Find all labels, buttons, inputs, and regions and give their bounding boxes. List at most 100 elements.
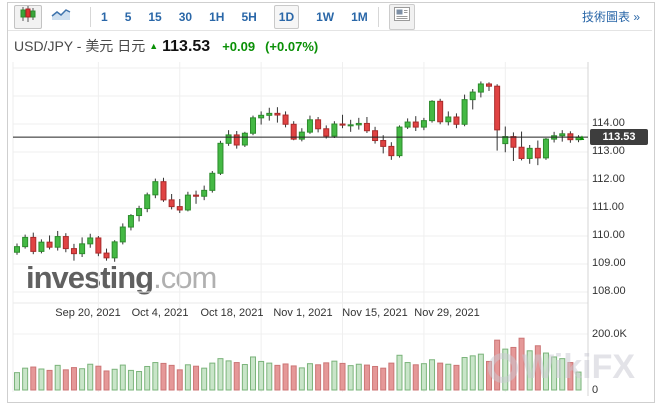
- volume-bar: [111, 368, 118, 391]
- volume-bar: [144, 365, 151, 391]
- volume-bar: [298, 367, 305, 391]
- volume-bar: [209, 362, 216, 391]
- candle: [510, 136, 517, 148]
- volume-bar: [461, 357, 468, 391]
- candle: [127, 215, 134, 228]
- candle: [404, 121, 411, 128]
- candlestick-chart-button[interactable]: [14, 4, 42, 29]
- toolbar-separator: [377, 6, 379, 27]
- candle: [266, 112, 273, 116]
- candle: [119, 226, 126, 243]
- candle: [559, 133, 566, 137]
- candle: [396, 126, 403, 157]
- volume-bar: [453, 364, 460, 391]
- volume-bar: [46, 369, 53, 391]
- volume-bar: [217, 358, 224, 391]
- line-chart-icon: [51, 7, 71, 26]
- candle: [542, 138, 549, 159]
- volume-bar: [193, 365, 200, 391]
- candle: [298, 131, 305, 140]
- candle: [429, 100, 436, 122]
- date-axis-label: Oct 4, 2021: [131, 307, 189, 319]
- price-axis-label: 112.00: [592, 173, 625, 185]
- candle: [79, 243, 86, 255]
- candle: [315, 119, 322, 130]
- toolbar-separator: [90, 6, 91, 27]
- candle: [445, 116, 452, 123]
- price-axis-label: 108.00: [592, 285, 626, 297]
- candle: [233, 134, 240, 146]
- symbol-title: USD/JPY - 美元 日元: [14, 38, 146, 54]
- timeframe-1[interactable]: 1: [101, 9, 108, 24]
- last-price-badge: 113.53: [590, 129, 648, 146]
- volume-bar: [542, 352, 549, 391]
- volume-bar: [575, 371, 582, 391]
- candle: [168, 199, 175, 208]
- date-axis-label: Oct 18, 2021: [200, 307, 264, 319]
- volume-bar: [79, 368, 86, 391]
- volume-bar: [339, 362, 346, 391]
- date-axis-label: Nov 29, 2021: [414, 307, 480, 319]
- volume-bar: [95, 365, 102, 391]
- candle: [461, 99, 468, 125]
- candle: [526, 147, 533, 159]
- candle: [30, 236, 37, 252]
- candle: [534, 147, 541, 159]
- date-axis-label: Nov 1, 2021: [273, 307, 333, 319]
- volume-axis-label: 0: [592, 384, 599, 396]
- volume-bar: [396, 354, 403, 391]
- volume-bar: [534, 345, 541, 391]
- candle: [486, 83, 493, 87]
- candle: [380, 140, 387, 147]
- volume-bar: [404, 362, 411, 391]
- volume-bar: [241, 364, 248, 391]
- volume-bar: [323, 362, 330, 391]
- volume-bar: [152, 362, 159, 391]
- candle: [87, 237, 94, 245]
- volume-bar: [445, 363, 452, 391]
- timeframe-5[interactable]: 5: [124, 9, 132, 24]
- timeframe-15[interactable]: 15: [148, 9, 162, 24]
- candle: [412, 121, 419, 128]
- candle: [355, 122, 362, 126]
- volume-bar: [201, 367, 208, 391]
- timeframe-1w[interactable]: 1W: [316, 9, 335, 24]
- timeframe-5h[interactable]: 5H: [241, 9, 257, 24]
- candle: [38, 241, 45, 252]
- candle: [70, 248, 77, 255]
- volume-bar: [38, 368, 45, 391]
- candle: [111, 241, 118, 259]
- news-panel-button[interactable]: [388, 3, 415, 30]
- volume-bar: [315, 364, 322, 391]
- volume-bar: [119, 364, 126, 391]
- quote-header: USD/JPY - 美元 日元 ▲ 113.53 +0.09 (+0.07%): [14, 36, 328, 56]
- timeframe-1d[interactable]: 1D: [273, 4, 300, 29]
- line-chart-button[interactable]: [48, 6, 74, 28]
- candle: [217, 142, 224, 174]
- price-axis-label: 111.00: [592, 201, 625, 213]
- candle: [502, 136, 509, 145]
- price-axis-label: 114.00: [592, 117, 625, 129]
- timeframe-1m[interactable]: 1M: [351, 9, 368, 24]
- last-price-up-marker-icon: ▲: [578, 133, 586, 143]
- volume-bar: [250, 356, 257, 391]
- volume-bar: [567, 362, 574, 391]
- volume-bar: [347, 365, 354, 391]
- widget-frame: [7, 2, 655, 403]
- volume-bar: [526, 350, 533, 391]
- price-axis-label: 110.00: [592, 229, 625, 241]
- volume-bar: [282, 363, 289, 391]
- candle: [193, 194, 200, 197]
- volume-bar: [469, 355, 476, 391]
- volume-bar: [176, 369, 183, 391]
- candle: [160, 181, 167, 201]
- candle: [258, 114, 265, 119]
- wikifx-watermark: WikiFX: [488, 348, 635, 387]
- technical-charts-link[interactable]: 技術圖表 »: [581, 10, 640, 24]
- volume-bar: [331, 360, 338, 391]
- timeframe-1h[interactable]: 1H: [209, 9, 225, 24]
- candle: [518, 146, 525, 159]
- volume-bar: [388, 362, 395, 391]
- timeframe-30[interactable]: 30: [178, 9, 193, 24]
